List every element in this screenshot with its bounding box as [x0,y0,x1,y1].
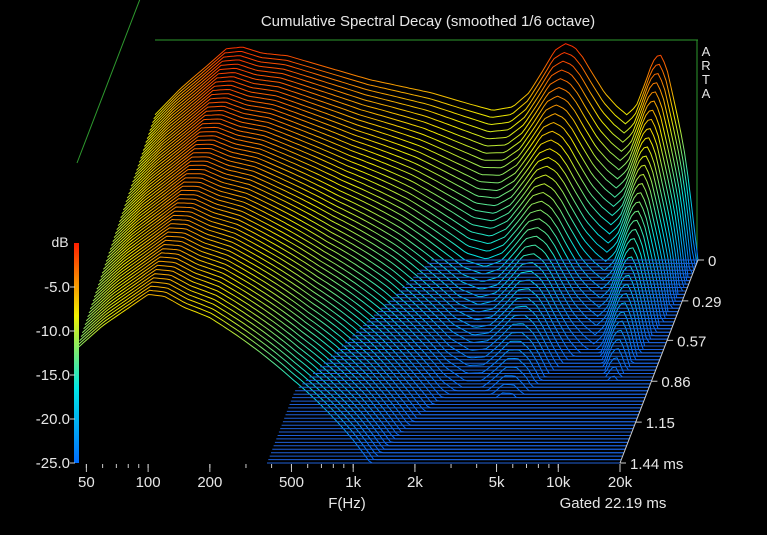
x-tick-label: 10k [546,474,571,491]
z-tick-label: 1.44 ms [630,456,683,473]
gate-text: Gated 22.19 ms [560,495,667,512]
decay-slice [126,135,671,333]
floor-lines [267,259,698,464]
plot-frame [76,0,698,263]
decay-slice [152,55,696,267]
y-tick-label: -10.0 [36,323,70,340]
decay-slice [150,59,695,271]
x-axis-label: F(Hz) [328,495,366,512]
z-tick-label: 0.86 [661,374,690,391]
decay-slice [153,51,698,264]
decay-slice [133,114,677,316]
x-tick-label: 500 [279,474,304,491]
x-tick-label: 2k [407,474,423,491]
waterfall-slices [76,43,699,464]
x-tick-label: 20k [608,474,633,491]
y-tick-label: -5.0 [44,279,70,296]
decay-slice [136,105,680,309]
decay-slice [124,143,668,340]
watermark-letter: A [702,44,711,59]
decay-slice [148,67,692,278]
frame-edge-left [76,0,141,164]
z-tick-label: 0.29 [692,294,721,311]
db-colorbar [74,243,79,463]
decay-slice [91,248,635,426]
decay-slice [140,93,684,299]
decay-slice [128,131,672,330]
x-tick-label: 50 [78,474,95,491]
decay-slice [118,160,663,354]
z-tick-label: 0.57 [677,333,706,350]
decay-slice [141,88,685,295]
z-axis-line [619,259,699,464]
z-tick-label: 0 [708,253,716,270]
decay-slice [154,43,699,261]
y-tick-label: -20.0 [36,411,70,428]
y-axis-label: dB [51,234,68,250]
decay-slice [122,148,667,344]
decay-slice [132,118,676,319]
x-tick-label: 5k [489,474,505,491]
axis-labels: Cumulative Spectral Decay (smoothed 1/6 … [36,13,722,512]
x-tick-label: 1k [345,474,361,491]
decay-slice [89,252,634,430]
watermark-letter: R [701,58,710,73]
colorbar-strip [74,243,79,463]
watermark-letter: A [702,86,711,101]
y-tick-label: -25.0 [36,455,70,472]
decay-slice [92,243,636,423]
decay-slice [77,289,622,461]
y-tick-label: -15.0 [36,367,70,384]
x-tick-label: 100 [136,474,161,491]
decay-slice [149,63,694,275]
decay-slice [137,101,681,306]
decay-slice [142,84,687,292]
decay-slice [145,76,689,285]
watermark-letter: T [702,72,710,87]
decay-slice [144,80,688,288]
decay-slice [138,97,683,302]
z-tick-label: 1.15 [646,415,675,432]
decay-slice [134,109,679,313]
x-tick-label: 200 [197,474,222,491]
decay-slice [130,122,675,323]
decay-slice [120,156,664,350]
chart-title: Cumulative Spectral Decay (smoothed 1/6 … [261,13,595,30]
decay-slice [146,72,691,282]
